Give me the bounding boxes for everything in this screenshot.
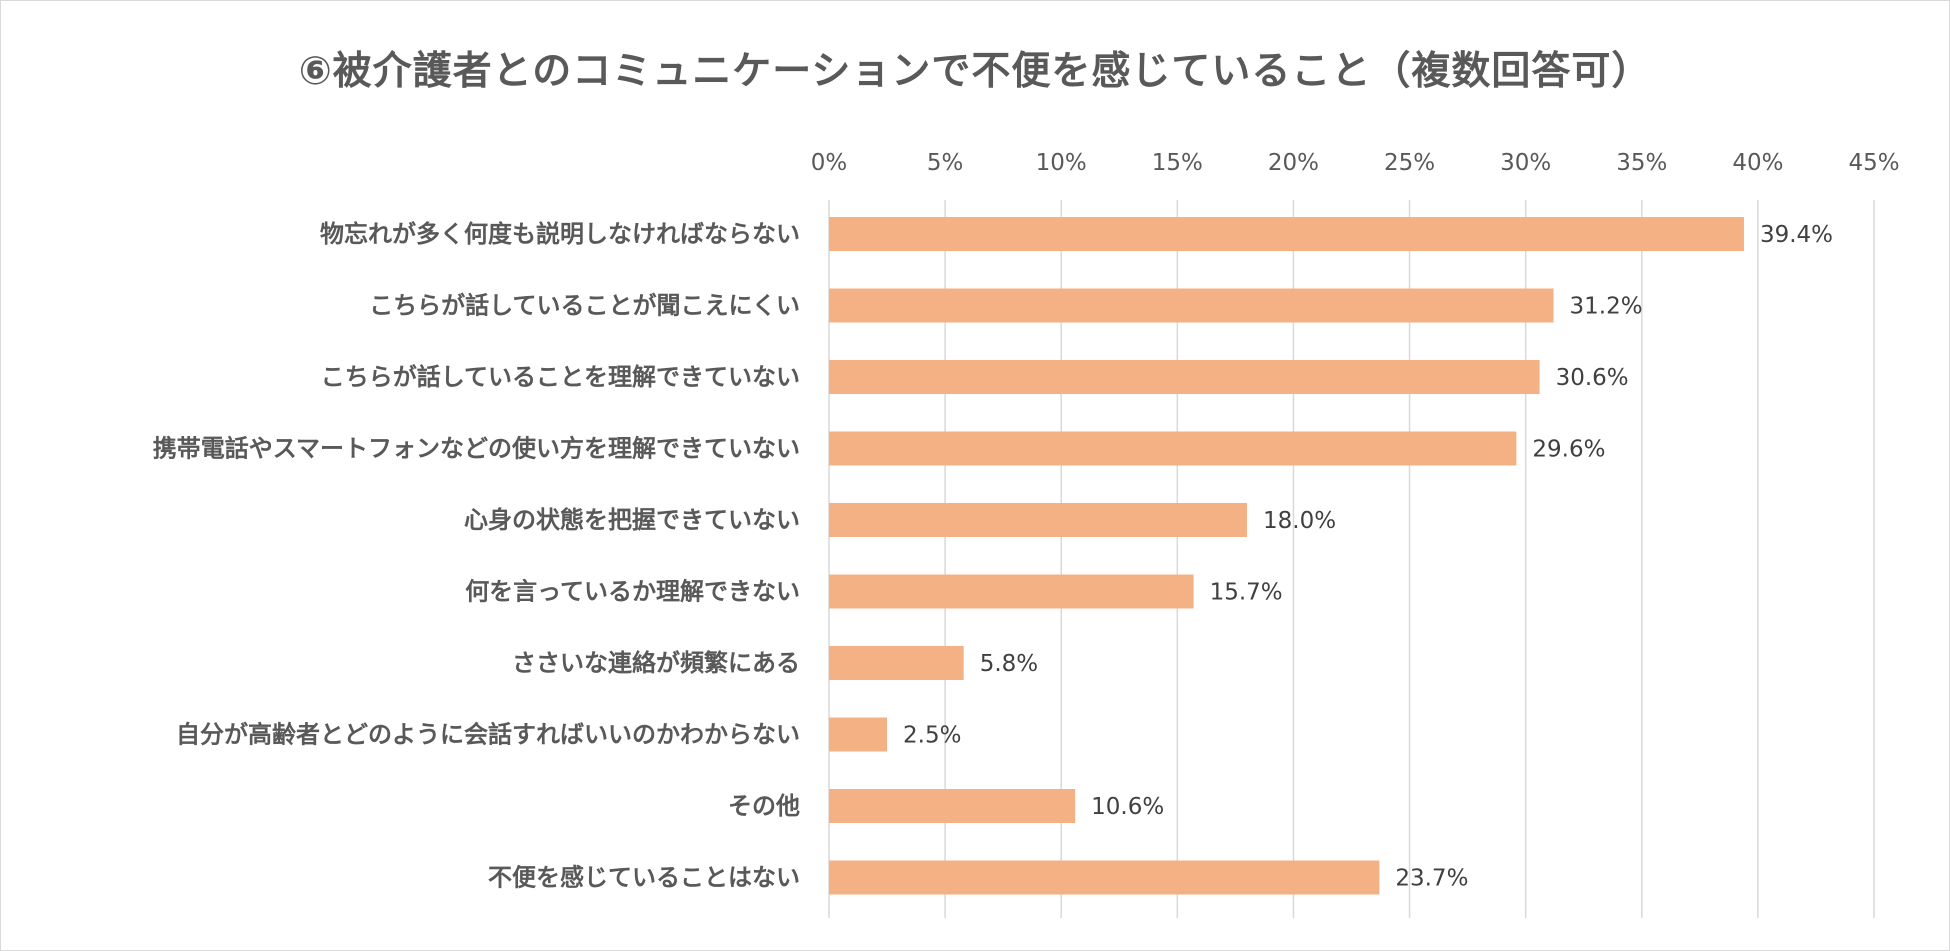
x-tick-label: 20%: [1268, 150, 1319, 176]
x-tick-label: 30%: [1500, 150, 1551, 176]
x-tick-label: 15%: [1152, 150, 1203, 176]
x-tick-label: 40%: [1732, 150, 1783, 176]
category-label: 心身の状態を把握できていない: [464, 506, 800, 534]
data-label: 5.8%: [980, 651, 1038, 677]
x-tick-label: 10%: [1036, 150, 1087, 176]
bar: [829, 217, 1744, 251]
data-label: 2.5%: [903, 723, 961, 749]
data-label: 18.0%: [1263, 508, 1336, 534]
category-labels: 物忘れが多く何度も説明しなければならないこちらが話していることが聞こえにくいこち…: [153, 220, 800, 892]
category-label: 携帯電話やスマートフォンなどの使い方を理解できていない: [153, 435, 800, 463]
x-tick-label: 45%: [1848, 150, 1899, 176]
bar: [829, 789, 1076, 823]
bar: [829, 360, 1540, 394]
category-label: ささいな連絡が頻繁にある: [512, 649, 800, 677]
data-label: 39.4%: [1760, 222, 1833, 248]
category-label: 不便を感じていることはない: [488, 864, 800, 892]
category-label: 物忘れが多く何度も説明しなければならない: [320, 220, 800, 248]
data-label: 10.6%: [1091, 794, 1164, 820]
data-label: 31.2%: [1570, 294, 1643, 320]
x-tick-label: 25%: [1384, 150, 1435, 176]
x-tick-label: 35%: [1616, 150, 1667, 176]
x-axis-ticks: 0% 5% 10% 15% 20% 25% 30% 35% 40% 45%: [811, 150, 1900, 176]
data-label: 29.6%: [1532, 437, 1605, 463]
bar: [829, 431, 1517, 466]
bar: [829, 288, 1554, 323]
data-label: 30.6%: [1556, 365, 1629, 391]
bar: [829, 717, 888, 752]
category-label: 何を言っているか理解できない: [465, 578, 800, 606]
bars: [829, 217, 1744, 895]
bar: [829, 574, 1194, 609]
bar: [829, 503, 1247, 537]
chart-title: ⑥被介護者とのコミュニケーションで不便を感じていること（複数回答可）: [298, 49, 1652, 94]
x-tick-label: 0%: [811, 150, 848, 176]
category-label: 自分が高齢者とどのように会話すればいいのかわからない: [176, 721, 800, 749]
data-label: 15.7%: [1210, 580, 1283, 606]
data-label: 23.7%: [1395, 866, 1468, 892]
x-tick-label: 5%: [927, 150, 964, 176]
category-label: その他: [728, 792, 800, 820]
category-label: こちらが話していることを理解できていない: [321, 363, 800, 391]
data-labels: 39.4% 31.2% 30.6% 29.6% 18.0% 15.7% 5.8% 2.5% 10…: [903, 222, 1833, 892]
bar: [829, 646, 964, 680]
bar: [829, 860, 1380, 895]
category-label: こちらが話していることが聞こえにくい: [369, 292, 800, 320]
